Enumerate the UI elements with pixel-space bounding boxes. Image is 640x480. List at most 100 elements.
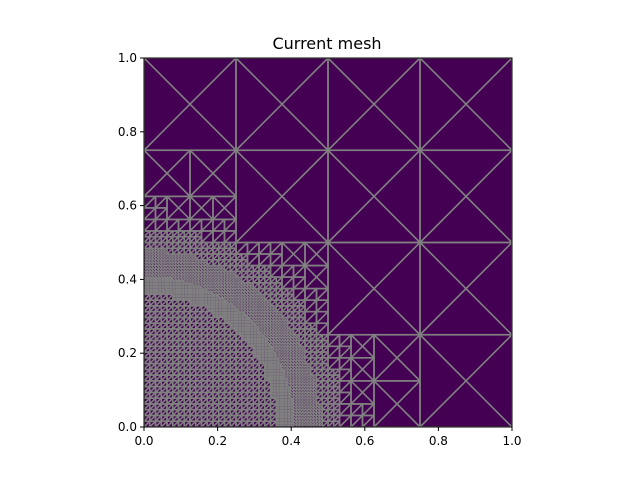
mesh-edge [154, 207, 168, 221]
mesh-refined-cell [273, 352, 277, 355]
mesh-refined-cell [284, 403, 288, 407]
mesh-refined-cell [270, 372, 274, 376]
mesh-edge [160, 391, 168, 399]
mesh-edge [298, 328, 306, 336]
mesh-edge [333, 420, 341, 427]
mesh-edge [177, 397, 185, 405]
mesh-edge [177, 339, 185, 347]
mesh-refined-cell [146, 277, 150, 280]
mesh-edge [310, 322, 318, 330]
mesh-edge [304, 328, 312, 336]
mesh-refined-cell [244, 326, 248, 329]
mesh-refined-cell [261, 340, 265, 344]
mesh-refined-cell [224, 320, 228, 324]
mesh-refined-cell [238, 323, 242, 327]
mesh-refined-cell [279, 369, 282, 373]
mesh-edge [287, 316, 295, 324]
mesh-refined-cell [184, 291, 188, 295]
mesh-edge [183, 322, 191, 330]
mesh-edge [195, 311, 203, 319]
mesh-edge [218, 403, 226, 411]
mesh-refined-cell [253, 346, 257, 350]
mesh-refined-cell [284, 389, 288, 393]
mesh-edge [160, 299, 168, 307]
mesh-edge [229, 420, 237, 427]
mesh-refined-cell [175, 282, 179, 286]
mesh-refined-cell [270, 366, 274, 370]
mesh-refined-cell [261, 360, 265, 364]
mesh-edge [419, 149, 512, 244]
mesh-edge [235, 334, 243, 342]
mesh-edge [258, 288, 266, 295]
mesh-edge [144, 420, 151, 427]
mesh-refined-cell [169, 288, 173, 292]
mesh-edge [321, 363, 329, 370]
mesh-refined-cell [192, 291, 196, 295]
mesh-refined-cell [221, 305, 225, 309]
mesh-edge [252, 414, 260, 422]
mesh-refined-cell [149, 288, 153, 292]
mesh-refined-cell [261, 352, 265, 355]
mesh-edge [160, 339, 168, 347]
mesh-edge [269, 420, 277, 427]
mesh-refined-cell [247, 326, 251, 329]
mesh-edge [154, 316, 162, 324]
mesh-edge [172, 374, 180, 382]
mesh-refined-cell [215, 300, 219, 304]
mesh-edge [327, 368, 335, 376]
mesh-edge [287, 293, 295, 301]
mesh-refined-cell [215, 308, 219, 312]
chart-title: Current mesh [272, 34, 381, 53]
mesh-edge [206, 316, 214, 324]
mesh-edge [218, 391, 226, 399]
mesh-edge [212, 397, 220, 405]
mesh-edge [252, 420, 260, 427]
mesh-edge [315, 288, 329, 301]
mesh-refined-cell [284, 409, 288, 413]
mesh-edge [269, 264, 283, 278]
mesh-refined-cell [276, 409, 280, 413]
mesh-edge [223, 409, 231, 417]
mesh-edge [241, 270, 249, 278]
mesh-refined-cell [284, 401, 288, 404]
mesh-edge [212, 322, 220, 330]
mesh-edge [154, 293, 162, 301]
mesh-refined-cell [264, 369, 268, 373]
mesh-edge [333, 386, 341, 393]
mesh-edge [223, 264, 231, 272]
mesh-edge [321, 374, 329, 382]
mesh-refined-cell [233, 326, 236, 329]
mesh-edge [218, 334, 226, 342]
mesh-refined-cell [273, 357, 277, 361]
mesh-edge [189, 241, 197, 249]
mesh-edge [264, 264, 272, 272]
mesh-refined-cell [279, 377, 282, 381]
mesh-edge [252, 368, 260, 376]
mesh-refined-cell [276, 395, 280, 399]
mesh-refined-cell [276, 383, 280, 387]
mesh-refined-cell [273, 354, 277, 358]
mesh-edge [235, 339, 243, 347]
mesh-edge [183, 311, 191, 319]
mesh-refined-cell [190, 285, 193, 289]
mesh-edge [212, 357, 220, 365]
mesh-refined-cell [172, 288, 176, 292]
mesh-edge [252, 357, 260, 365]
mesh-edge [144, 345, 151, 353]
mesh-edge [144, 293, 151, 301]
mesh-refined-cell [279, 372, 282, 376]
mesh-edge [166, 363, 174, 370]
mesh-edge [229, 368, 237, 376]
mesh-edge [172, 386, 180, 393]
mesh-refined-cell [276, 418, 280, 422]
mesh-edge [189, 391, 197, 399]
mesh-edge [183, 409, 191, 417]
mesh-edge [350, 414, 364, 427]
mesh-edge [235, 58, 329, 151]
mesh-refined-cell [213, 311, 216, 315]
mesh-refined-cell [221, 311, 225, 315]
mesh-refined-cell [250, 340, 254, 344]
mesh-refined-cell [236, 328, 239, 332]
mesh-edge [235, 420, 243, 427]
